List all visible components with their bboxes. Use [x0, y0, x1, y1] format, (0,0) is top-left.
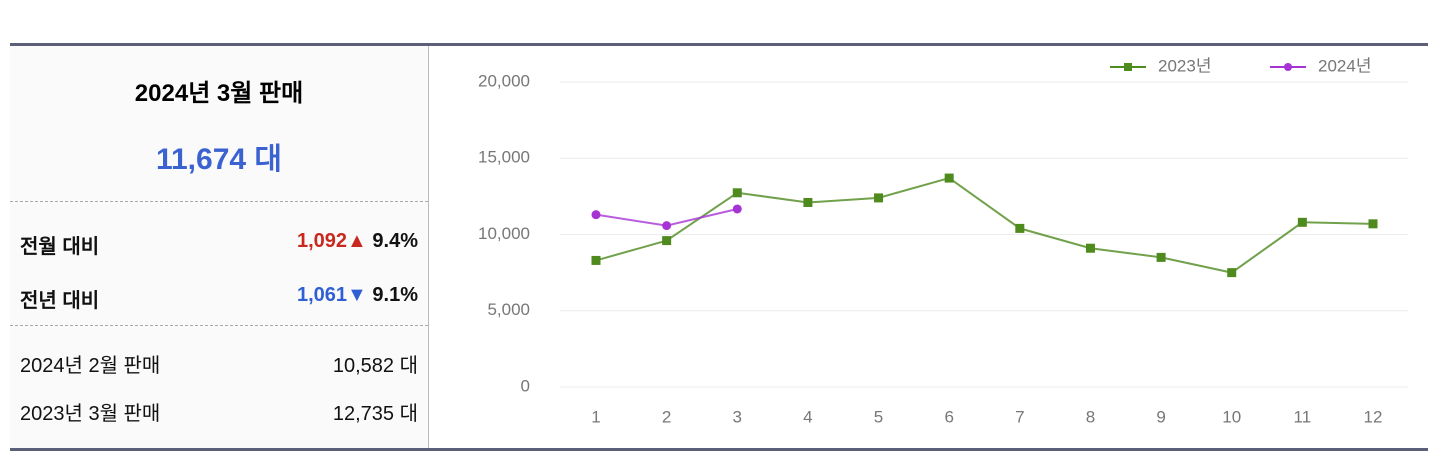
- value: 12,735 대: [332, 403, 418, 425]
- diff: 1,092▲: [297, 230, 367, 252]
- rate: 9.4%: [372, 230, 418, 252]
- legend-marker: [1284, 63, 1292, 71]
- x-tick-label: 6: [944, 407, 953, 426]
- y-tick-label: 20,000: [478, 71, 530, 90]
- summary: 2024년 3월 판매 11,674 대 전월 대비 1,092▲ 9.4% 전년…: [10, 46, 429, 448]
- point: [662, 221, 672, 231]
- point: [803, 197, 813, 207]
- x-tick-label: 8: [1086, 407, 1095, 426]
- panel: 2024년 3월 판매 11,674 대 전월 대비 1,092▲ 9.4% 전년…: [10, 43, 1428, 451]
- point: [662, 236, 672, 246]
- y-tick-label: 0: [521, 376, 530, 395]
- point: [1156, 252, 1166, 262]
- label: 전월 대비: [20, 236, 100, 258]
- x-tick-label: 5: [874, 407, 883, 426]
- legend-label: 2024년: [1318, 56, 1371, 75]
- x-tick-label: 7: [1015, 407, 1024, 426]
- label: 2024년 2월 판매: [20, 355, 161, 377]
- ref-row: 2024년 2월 판매 10,582 대: [20, 349, 418, 378]
- ref-row: 2023년 3월 판매 12,735 대: [20, 397, 418, 426]
- point: [944, 173, 954, 183]
- point: [732, 204, 742, 214]
- legend-label: 2023년: [1158, 56, 1211, 75]
- point: [874, 193, 884, 203]
- point: [591, 255, 601, 265]
- label: 2023년 3월 판매: [20, 403, 161, 425]
- label: 전년 대비: [20, 290, 100, 312]
- series-line: [595, 176, 1374, 274]
- diff: 1,061▼: [297, 284, 367, 306]
- x-tick-label: 10: [1222, 407, 1241, 426]
- x-tick-label: 12: [1364, 407, 1383, 426]
- compare-row: 전월 대비 1,092▲ 9.4%: [20, 230, 418, 259]
- legend-marker: [1124, 63, 1132, 71]
- value: 10,582 대: [332, 355, 418, 377]
- compare-row: 전년 대비 1,061▼ 9.1%: [20, 284, 418, 313]
- x-tick-label: 2: [662, 407, 671, 426]
- point: [732, 188, 742, 198]
- x-tick-label: 11: [1294, 407, 1312, 426]
- point: [1085, 243, 1095, 253]
- point: [1015, 223, 1025, 233]
- divider: [10, 201, 428, 202]
- rate: 9.1%: [372, 284, 418, 306]
- y-tick-label: 5,000: [487, 300, 530, 319]
- point: [1368, 219, 1378, 229]
- point: [1227, 268, 1237, 278]
- x-tick-label: 9: [1156, 407, 1165, 426]
- title: 2024년 3월 판매: [134, 80, 304, 107]
- x-tick-label: 1: [591, 407, 600, 426]
- point: [591, 210, 601, 220]
- x-tick-label: 3: [733, 407, 742, 426]
- y-tick-label: 10,000: [478, 224, 530, 243]
- y-tick-label: 15,000: [478, 148, 530, 167]
- total: 11,674 대: [155, 143, 283, 176]
- divider: [10, 325, 428, 326]
- x-tick-label: 4: [803, 407, 812, 426]
- point: [1297, 217, 1307, 227]
